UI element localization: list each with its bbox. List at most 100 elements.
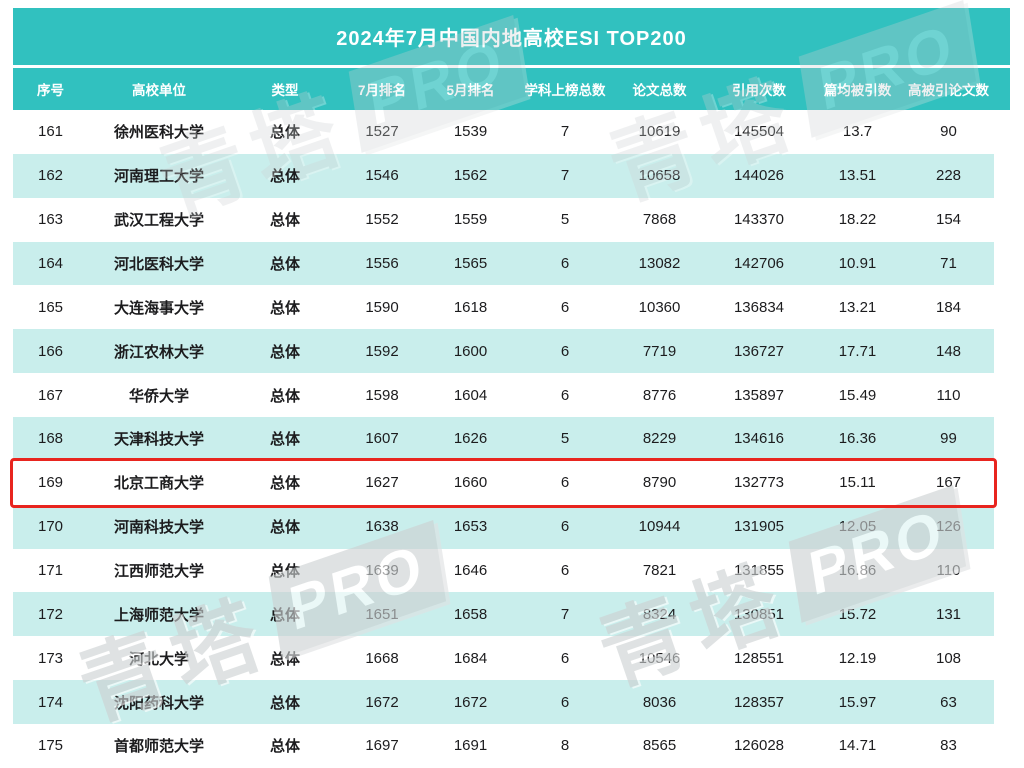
cell: 总体	[269, 650, 300, 668]
cell: 总体	[269, 475, 300, 493]
cell: 15.72	[838, 605, 877, 623]
cell: 1600	[453, 342, 488, 360]
cell: 江西师范大学	[113, 563, 204, 581]
cell: 15.97	[838, 693, 877, 711]
cell: 6	[560, 562, 570, 580]
column-header: 论文总数	[632, 83, 687, 98]
column-header: 7月排名	[357, 83, 406, 98]
cell: 河南科技大学	[113, 519, 204, 537]
cell: 8036	[642, 693, 677, 711]
cell: 1626	[453, 430, 488, 448]
cell: 总体	[269, 299, 300, 317]
cell: 1527	[365, 123, 399, 141]
cell: 1658	[453, 605, 488, 623]
cell: 16.36	[838, 430, 877, 448]
cell: 175	[37, 737, 64, 755]
cell: 63	[940, 693, 957, 711]
table-row: 171 江西师范大学 总体 1639 1646 6 7821 131855 16.86 110	[13, 548, 994, 593]
cell: 北京工商大学	[113, 475, 204, 493]
cell: 6	[560, 298, 570, 316]
cell: 1562	[453, 167, 488, 185]
cell: 7	[560, 123, 570, 141]
cell: 172	[37, 605, 64, 623]
cell: 1552	[365, 211, 399, 229]
table-row: 170 河南科技大学 总体 1638 1653 6 10944 131905 12.05 126	[13, 504, 994, 549]
cell: 1559	[453, 211, 488, 229]
cell: 163	[37, 211, 64, 229]
cell: 上海师范大学	[113, 606, 204, 624]
cell: 167	[37, 386, 64, 404]
cell: 126	[935, 518, 962, 536]
cell: 1646	[453, 562, 488, 580]
table-row: 168 天津科技大学 总体 1607 1626 5 8229 134616 16.36 99	[13, 417, 994, 461]
column-header: 类型	[271, 83, 299, 98]
cell: 1638	[365, 518, 399, 536]
cell: 6	[560, 386, 570, 404]
cell: 7868	[642, 211, 677, 229]
cell: 170	[37, 518, 64, 536]
cell: 1592	[365, 342, 399, 360]
cell: 128357	[733, 693, 785, 711]
cell: 1668	[365, 649, 399, 667]
table-row: 169 北京工商大学 总体 1627 1660 6 8790 132773 15.11 167	[13, 460, 994, 505]
cell: 171	[37, 562, 64, 580]
cell: 131905	[733, 518, 785, 536]
cell: 12.19	[838, 649, 877, 667]
cell: 90	[940, 123, 957, 141]
cell: 总体	[269, 431, 300, 449]
cell: 总体	[269, 387, 300, 405]
cell: 8776	[642, 386, 677, 404]
cell: 5	[560, 430, 570, 448]
cell: 河北医科大学	[113, 256, 204, 273]
cell: 108	[935, 649, 962, 667]
cell: 131855	[733, 562, 785, 580]
table-row: 173 河北大学 总体 1668 1684 6 10546 128551 12.19 108	[13, 636, 994, 681]
table-row: 174 沈阳药科大学 总体 1672 1672 6 8036 128357 15.97 63	[13, 680, 994, 725]
cell: 165	[37, 298, 64, 316]
cell: 128551	[733, 649, 785, 667]
table-row: 172 上海师范大学 总体 1651 1658 7 8324 130851 15.72 131	[13, 592, 994, 637]
cell: 15.11	[839, 474, 876, 492]
cell: 132773	[733, 474, 785, 492]
cell: 154	[935, 211, 962, 229]
table-row: 165 大连海事大学 总体 1590 1618 6 10360 136834 13.21 184	[13, 285, 994, 330]
cell: 145504	[733, 123, 785, 141]
column-header: 学科上榜总数	[524, 83, 606, 98]
cell: 12.05	[838, 518, 877, 536]
cell: 7	[560, 605, 570, 623]
cell: 8	[560, 737, 570, 755]
cell: 142706	[733, 255, 785, 272]
table-row: 162 河南理工大学 总体 1546 1562 7 10658 144026 13.51 228	[13, 153, 994, 198]
cell: 164	[37, 255, 64, 272]
cell: 1546	[365, 167, 399, 185]
cell: 10658	[638, 167, 681, 185]
cell: 7821	[642, 562, 677, 580]
cell: 136727	[733, 342, 785, 360]
cell: 总体	[269, 519, 300, 537]
cell: 144026	[733, 167, 785, 185]
cell: 143370	[733, 211, 785, 229]
cell: 1565	[453, 255, 488, 272]
cell: 173	[37, 649, 64, 667]
cell: 8324	[642, 605, 677, 623]
cell: 166	[37, 342, 64, 360]
table-row: 161 徐州医科大学 总体 1527 1539 7 10619 145504 13.7 90	[13, 110, 994, 154]
cell: 13.7	[842, 123, 873, 141]
column-header: 高校单位	[132, 83, 186, 98]
cell: 1697	[365, 737, 399, 755]
cell: 135897	[733, 386, 785, 404]
table-body: 161 徐州医科大学 总体 1527 1539 7 10619 145504 13.7 90 162…	[13, 110, 994, 768]
cell: 110	[936, 562, 961, 580]
cell: 6	[560, 474, 570, 492]
cell: 10944	[638, 518, 681, 536]
cell: 14.71	[838, 737, 877, 755]
cell: 总体	[269, 256, 300, 273]
cell: 99	[940, 430, 957, 448]
cell: 总体	[269, 212, 300, 230]
column-header: 高被引论文数	[908, 83, 989, 98]
cell: 沈阳药科大学	[113, 694, 204, 712]
cell: 浙江农林大学	[113, 343, 204, 361]
cell: 13082	[638, 255, 681, 272]
cell: 1539	[453, 123, 488, 141]
